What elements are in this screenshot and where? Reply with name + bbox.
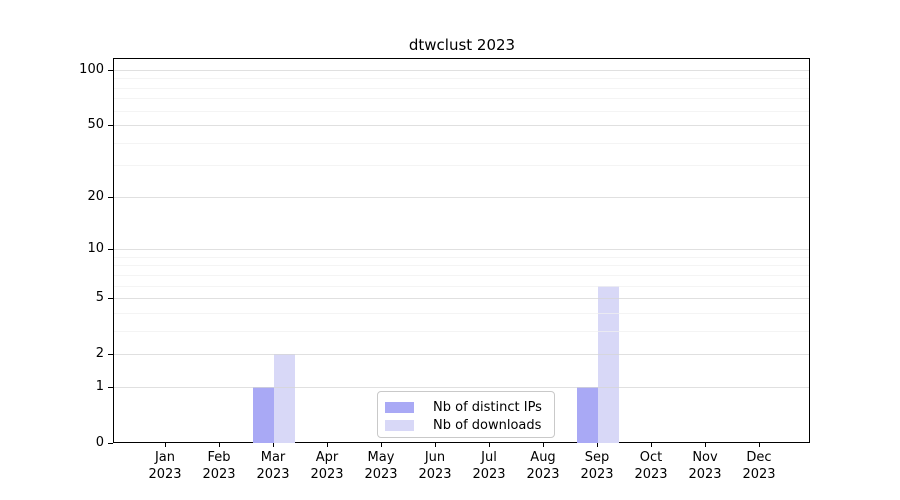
y-tick-mark (108, 298, 113, 299)
x-tick-label: Feb 2023 (202, 450, 236, 482)
y-tick-label: 50 (87, 117, 104, 132)
y-tick-mark (108, 443, 113, 444)
y-tick-label: 1 (95, 379, 104, 394)
gridline-major (114, 354, 809, 356)
gridline-minor (114, 312, 809, 314)
y-tick-mark (108, 387, 113, 388)
x-tick-mark (273, 443, 274, 447)
y-tick-mark (108, 197, 113, 198)
x-tick-mark (435, 443, 436, 447)
chart-title: dtwclust 2023 (408, 36, 516, 54)
x-tick-mark (327, 443, 328, 447)
x-tick-mark (165, 443, 166, 447)
gridline-minor (114, 256, 809, 258)
y-tick-label: 2 (95, 346, 104, 361)
y-tick-mark (108, 125, 113, 126)
gridline-minor (114, 142, 809, 144)
gridline-major (114, 125, 809, 127)
gridline-minor (114, 165, 809, 167)
x-tick-label: Nov 2023 (688, 450, 722, 482)
gridline-minor (114, 87, 809, 89)
x-tick-mark (597, 443, 598, 447)
x-tick-label: Sep 2023 (580, 450, 614, 482)
x-tick-mark (219, 443, 220, 447)
x-tick-mark (543, 443, 544, 447)
gridline-major (114, 386, 809, 388)
x-tick-label: Jun 2023 (418, 450, 452, 482)
y-tick-label: 20 (87, 189, 104, 204)
plot-area (113, 58, 810, 443)
bar-distinct-ips (253, 386, 274, 443)
gridline-minor (114, 78, 809, 80)
x-tick-mark (489, 443, 490, 447)
gridline-minor (114, 330, 809, 332)
gridline-major (114, 70, 809, 71)
bar-distinct-ips (577, 386, 598, 443)
gridline-major (114, 249, 809, 251)
y-tick-mark (108, 354, 113, 355)
gridline-minor (114, 285, 809, 287)
x-tick-label: Oct 2023 (634, 450, 668, 482)
legend-swatch-icon (385, 419, 414, 431)
legend-item: Nb of distinct IPs (385, 398, 546, 416)
x-tick-label: Jul 2023 (472, 450, 506, 482)
legend: Nb of distinct IPs Nb of downloads (377, 391, 555, 438)
x-tick-label: Dec 2023 (742, 450, 776, 482)
legend-item: Nb of downloads (385, 416, 546, 434)
legend-label: Nb of distinct IPs (433, 399, 542, 415)
x-tick-label: Jan 2023 (148, 450, 182, 482)
x-tick-mark (705, 443, 706, 447)
bar-downloads (598, 285, 619, 443)
y-tick-label: 0 (95, 435, 104, 450)
gridline-minor (114, 110, 809, 112)
x-tick-mark (651, 443, 652, 447)
x-tick-label: Mar 2023 (256, 450, 290, 482)
gridline-major (114, 196, 809, 198)
gridline-minor (114, 265, 809, 267)
gridline-minor (114, 274, 809, 276)
x-tick-label: Aug 2023 (526, 450, 560, 482)
y-tick-label: 100 (79, 62, 104, 77)
y-tick-mark (108, 70, 113, 71)
x-tick-mark (381, 443, 382, 447)
bar-downloads (274, 354, 295, 443)
gridline-major (114, 298, 809, 300)
x-tick-label: May 2023 (364, 450, 398, 482)
y-tick-label: 5 (95, 290, 104, 305)
gridline-minor (114, 98, 809, 100)
y-tick-mark (108, 249, 113, 250)
x-tick-mark (759, 443, 760, 447)
y-tick-label: 10 (87, 241, 104, 256)
legend-label: Nb of downloads (433, 417, 542, 433)
x-tick-label: Apr 2023 (310, 450, 344, 482)
legend-swatch-icon (385, 401, 414, 413)
